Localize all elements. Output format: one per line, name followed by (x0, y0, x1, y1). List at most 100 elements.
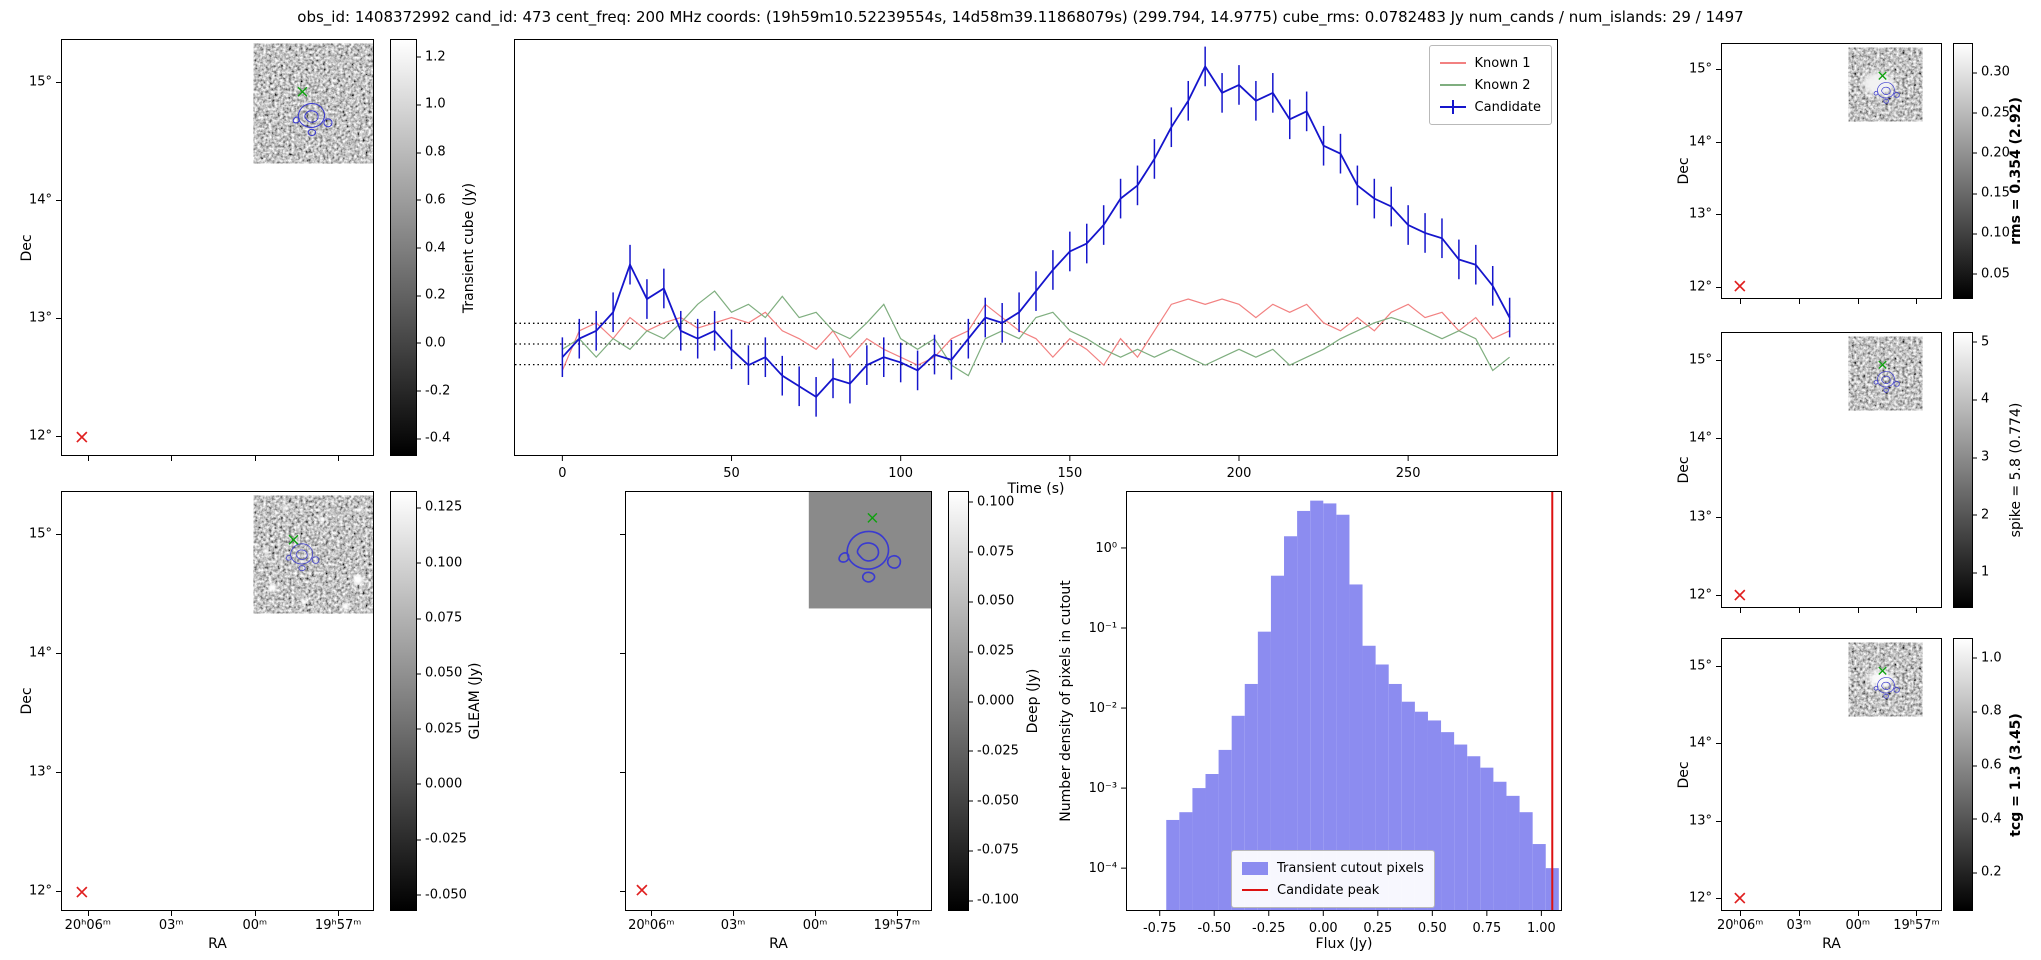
histogram-bar (1362, 645, 1376, 910)
dec-tick-label: 13° (1688, 509, 1712, 525)
dec-tick-label: 15° (28, 74, 52, 89)
dec-tick-mark (1716, 286, 1722, 288)
colorbar-tick-label: 0.100 (416, 556, 462, 569)
colorbar-tick-label: 0.075 (416, 612, 462, 625)
y-tick-label: 10⁻¹ (1089, 621, 1117, 636)
legend-item-candidate-peak: Candidate peak (1242, 879, 1424, 901)
dec-tick-mark (620, 533, 626, 535)
histogram-bar (1166, 819, 1180, 910)
ra-tick-mark (1857, 298, 1859, 304)
colorbar-tick-label: 0.20 (1972, 146, 2010, 159)
flux-axis-label: Flux (Jy) (1315, 936, 1373, 952)
ra-tick-mark (171, 455, 173, 461)
legend-item-cutout-pixels: Transient cutout pixels (1242, 857, 1424, 879)
gleam-map: Dec RA 15° 14° 13° 12° 20ʰ06ᵐ 03ᵐ 00ᵐ 19ʰ57ᵐ (19, 491, 374, 952)
histogram-bar (1454, 744, 1468, 910)
legend-label-candidate: Candidate (1474, 99, 1541, 115)
series-line (561, 64, 1511, 399)
dec-tick-label: 12° (28, 883, 52, 899)
rms-map-canvas (1734, 47, 1923, 292)
deep-map-canvas (636, 492, 931, 896)
colorbar-tick-label: 0.2 (416, 289, 446, 302)
histogram-y-axis-label: Number density of pixels in cutout (1058, 580, 1074, 822)
gleam-cutout-image (253, 495, 373, 614)
candidate-peak-swatch (1242, 889, 1268, 891)
reference-position-marker (636, 884, 648, 896)
dec-tick-mark (1716, 214, 1722, 216)
ra-tick-label: 19ʰ57ᵐ (314, 918, 362, 933)
rms-colorbar-label: rms = 0.354 (2.92) (2008, 97, 2024, 245)
colorbar-tick-label: 0.4 (1972, 812, 2002, 825)
ra-axis-label: RA (769, 936, 788, 952)
series-line (562, 290, 1510, 377)
y-tick-label: 10⁻³ (1089, 781, 1117, 796)
colorbar-tick-label: 0.15 (1972, 187, 2010, 200)
ra-tick-mark (1740, 607, 1742, 613)
dec-axis-label: Dec (1676, 157, 1692, 185)
x-tick-label: 0 (558, 466, 566, 481)
ra-tick-label: 20ʰ06ᵐ (1716, 918, 1764, 933)
dec-tick-label: 12° (28, 428, 52, 444)
legend-item-known1: Known 1 (1439, 52, 1541, 74)
dec-tick-mark (1716, 897, 1722, 899)
colorbar-tick-label: 1.0 (1972, 651, 2002, 664)
dec-tick-label: 12° (1688, 279, 1712, 295)
transient-cube-map: Dec 15° 14° 13° 12° (19, 39, 374, 461)
colorbar-tick-label: 0.05 (1972, 267, 2010, 280)
colorbar-tick-label: 0.2 (1972, 866, 2002, 879)
dec-tick-mark (56, 652, 62, 654)
spike-cutout-image (1848, 336, 1923, 411)
ra-tick-mark (1916, 910, 1918, 916)
dec-tick-label: 12° (1688, 587, 1712, 603)
histogram-bar (1284, 536, 1298, 910)
dec-tick-label: 14° (28, 192, 52, 208)
histogram-bar (1192, 788, 1206, 910)
colorbar-tick-label: -0.050 (968, 794, 1019, 807)
colorbar-tick-label: -0.075 (968, 844, 1019, 857)
ra-tick-label: 03ᵐ (720, 918, 746, 933)
spike-colorbar: spike = 5.8 (0.774) 5 4 3 2 1 (1953, 332, 2024, 608)
colorbar-tick-label: 0.000 (416, 777, 462, 790)
ra-tick-mark (1857, 607, 1859, 613)
colorbar-tick-label: 0.100 (968, 495, 1014, 508)
ra-tick-label: 19ʰ57ᵐ (873, 918, 921, 933)
dec-tick-label: 14° (1688, 735, 1712, 751)
ra-tick-mark (896, 910, 898, 916)
transient-colorbar-label: Transient cube (Jy) (461, 182, 477, 313)
colorbar-tick-label: 0.8 (416, 146, 446, 159)
deep-colorbar-label: Deep (Jy) (1025, 668, 1041, 734)
ra-tick-mark (338, 910, 340, 916)
figure-title: obs_id: 1408372992 cand_id: 473 cent_fre… (297, 8, 1744, 26)
dec-tick-label: 15° (1688, 658, 1712, 674)
reference-position-marker (76, 886, 88, 898)
colorbar-tick-label: 0.050 (968, 595, 1014, 608)
colorbar-tick-label: 0.050 (416, 667, 462, 680)
ra-tick-label: 00ᵐ (802, 918, 828, 933)
histogram-bar (1349, 584, 1363, 910)
ra-tick-label: 20ʰ06ᵐ (64, 918, 112, 933)
colorbar-tick-label: 0.125 (416, 501, 462, 514)
transient-colorbar: Transient cube (Jy) 1.2 1.0 0.8 0.6 0.4 0.2 0.… (390, 39, 477, 456)
gleam-sources (263, 505, 364, 610)
spike-map: Dec 15° 14° 13° 12° (1676, 332, 1942, 613)
ra-tick-mark (1916, 607, 1918, 613)
ra-tick-mark (1857, 910, 1859, 916)
gleam-colorbar: GLEAM (Jy) 0.125 0.100 0.075 0.050 0.025 0.00… (390, 491, 483, 911)
reference-position-marker (1734, 892, 1746, 904)
ra-tick-mark (171, 910, 173, 916)
dec-tick-mark (1716, 438, 1722, 440)
dec-tick-label: 13° (1688, 813, 1712, 829)
histogram-bar (1493, 781, 1507, 910)
flux-histogram-plot: -0.75 -0.50 -0.25 0.00 0.25 0.50 0.75 1.00 10⁰ 10… (1089, 492, 1559, 936)
ra-tick-label: 20ʰ06ᵐ (628, 918, 675, 933)
ra-tick-mark (815, 910, 817, 916)
colorbar-tick-label: 0.025 (416, 722, 462, 735)
legend-label-known2: Known 2 (1474, 77, 1531, 93)
deep-cutout-image (808, 492, 931, 609)
ra-tick-mark (87, 455, 89, 461)
dec-tick-label: 14° (28, 645, 52, 661)
dec-tick-label: 13° (28, 764, 52, 780)
colorbar-tick-label: 0.0 (416, 336, 446, 349)
dec-tick-mark (1716, 666, 1722, 668)
dec-tick-mark (56, 533, 62, 535)
